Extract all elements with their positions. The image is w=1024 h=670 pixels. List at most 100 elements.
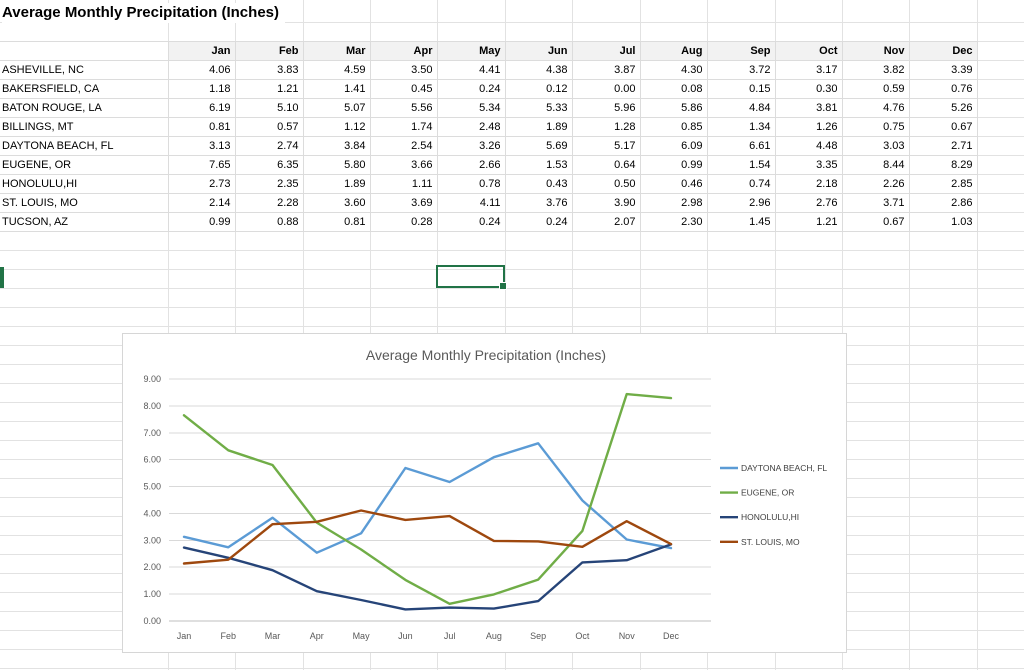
- value-cell[interactable]: 4.41: [436, 60, 506, 80]
- value-cell[interactable]: 0.85: [639, 117, 708, 137]
- value-cell[interactable]: 2.07: [571, 212, 641, 232]
- value-cell[interactable]: 1.12: [302, 117, 371, 137]
- value-cell[interactable]: 0.75: [841, 117, 910, 137]
- value-cell[interactable]: 0.99: [639, 155, 708, 175]
- value-cell[interactable]: 2.28: [234, 193, 304, 213]
- value-cell[interactable]: 0.64: [571, 155, 641, 175]
- value-cell[interactable]: 1.45: [706, 212, 776, 232]
- value-cell[interactable]: 0.74: [706, 174, 776, 194]
- city-name-cell[interactable]: TUCSON, AZ: [0, 212, 169, 232]
- value-cell[interactable]: 0.00: [571, 79, 641, 99]
- value-cell[interactable]: 0.46: [639, 174, 708, 194]
- value-cell[interactable]: 6.61: [706, 136, 776, 156]
- value-cell[interactable]: 2.98: [639, 193, 708, 213]
- value-cell[interactable]: 4.59: [302, 60, 371, 80]
- value-cell[interactable]: 0.67: [841, 212, 910, 232]
- value-cell[interactable]: 0.45: [369, 79, 438, 99]
- value-cell[interactable]: 2.73: [167, 174, 236, 194]
- value-cell[interactable]: 2.54: [369, 136, 438, 156]
- value-cell[interactable]: 1.53: [504, 155, 573, 175]
- value-cell[interactable]: 0.50: [571, 174, 641, 194]
- value-cell[interactable]: 6.09: [639, 136, 708, 156]
- value-cell[interactable]: 3.69: [369, 193, 438, 213]
- value-cell[interactable]: 0.24: [436, 79, 506, 99]
- value-cell[interactable]: 1.41: [302, 79, 371, 99]
- value-cell[interactable]: 3.81: [774, 98, 843, 118]
- value-cell[interactable]: 3.03: [841, 136, 910, 156]
- city-name-cell[interactable]: ST. LOUIS, MO: [0, 193, 169, 213]
- value-cell[interactable]: 5.69: [504, 136, 573, 156]
- value-cell[interactable]: 0.78: [436, 174, 506, 194]
- value-cell[interactable]: 4.38: [504, 60, 573, 80]
- city-name-cell[interactable]: ASHEVILLE, NC: [0, 60, 169, 80]
- corner-cell[interactable]: [0, 41, 169, 61]
- value-cell[interactable]: 2.85: [908, 174, 978, 194]
- value-cell[interactable]: 3.17: [774, 60, 843, 80]
- value-cell[interactable]: 7.65: [167, 155, 236, 175]
- value-cell[interactable]: 6.35: [234, 155, 304, 175]
- value-cell[interactable]: 0.28: [369, 212, 438, 232]
- value-cell[interactable]: 3.13: [167, 136, 236, 156]
- value-cell[interactable]: 5.96: [571, 98, 641, 118]
- value-cell[interactable]: 0.81: [167, 117, 236, 137]
- value-cell[interactable]: 2.66: [436, 155, 506, 175]
- value-cell[interactable]: 4.11: [436, 193, 506, 213]
- value-cell[interactable]: 6.19: [167, 98, 236, 118]
- sheet-title-cell[interactable]: Average Monthly Precipitation (Inches): [2, 3, 285, 23]
- value-cell[interactable]: 5.26: [908, 98, 978, 118]
- city-name-cell[interactable]: BAKERSFIELD, CA: [0, 79, 169, 99]
- value-cell[interactable]: 5.07: [302, 98, 371, 118]
- value-cell[interactable]: 5.33: [504, 98, 573, 118]
- value-cell[interactable]: 0.30: [774, 79, 843, 99]
- city-name-cell[interactable]: HONOLULU,HI: [0, 174, 169, 194]
- value-cell[interactable]: 2.26: [841, 174, 910, 194]
- value-cell[interactable]: 2.48: [436, 117, 506, 137]
- value-cell[interactable]: 3.26: [436, 136, 506, 156]
- value-cell[interactable]: 2.30: [639, 212, 708, 232]
- month-column-header[interactable]: Aug: [639, 41, 708, 61]
- value-cell[interactable]: 4.48: [774, 136, 843, 156]
- value-cell[interactable]: 1.21: [774, 212, 843, 232]
- value-cell[interactable]: 1.28: [571, 117, 641, 137]
- month-column-header[interactable]: Dec: [908, 41, 978, 61]
- value-cell[interactable]: 0.59: [841, 79, 910, 99]
- selected-cell[interactable]: [436, 265, 507, 290]
- month-column-header[interactable]: May: [436, 41, 506, 61]
- value-cell[interactable]: 0.67: [908, 117, 978, 137]
- value-cell[interactable]: 4.76: [841, 98, 910, 118]
- value-cell[interactable]: 3.50: [369, 60, 438, 80]
- value-cell[interactable]: 1.11: [369, 174, 438, 194]
- value-cell[interactable]: 5.86: [639, 98, 708, 118]
- value-cell[interactable]: 1.21: [234, 79, 304, 99]
- value-cell[interactable]: 3.66: [369, 155, 438, 175]
- value-cell[interactable]: 0.15: [706, 79, 776, 99]
- value-cell[interactable]: 4.06: [167, 60, 236, 80]
- month-column-header[interactable]: Mar: [302, 41, 371, 61]
- value-cell[interactable]: 0.99: [167, 212, 236, 232]
- value-cell[interactable]: 2.18: [774, 174, 843, 194]
- value-cell[interactable]: 8.29: [908, 155, 978, 175]
- value-cell[interactable]: 3.39: [908, 60, 978, 80]
- value-cell[interactable]: 0.81: [302, 212, 371, 232]
- precipitation-table[interactable]: Jan Feb Mar Apr May Jun Jul Aug Sep Oct Nov Dec ASHE…: [0, 41, 978, 232]
- value-cell[interactable]: 1.89: [504, 117, 573, 137]
- month-column-header[interactable]: Jun: [504, 41, 573, 61]
- city-name-cell[interactable]: DAYTONA BEACH, FL: [0, 136, 169, 156]
- value-cell[interactable]: 3.90: [571, 193, 641, 213]
- value-cell[interactable]: 2.35: [234, 174, 304, 194]
- value-cell[interactable]: 1.34: [706, 117, 776, 137]
- value-cell[interactable]: 3.76: [504, 193, 573, 213]
- month-column-header[interactable]: Jan: [167, 41, 236, 61]
- fill-handle[interactable]: [499, 282, 507, 290]
- value-cell[interactable]: 4.30: [639, 60, 708, 80]
- value-cell[interactable]: 0.24: [436, 212, 506, 232]
- value-cell[interactable]: 1.74: [369, 117, 438, 137]
- value-cell[interactable]: 1.26: [774, 117, 843, 137]
- value-cell[interactable]: 5.34: [436, 98, 506, 118]
- value-cell[interactable]: 5.10: [234, 98, 304, 118]
- value-cell[interactable]: 2.74: [234, 136, 304, 156]
- month-column-header[interactable]: Sep: [706, 41, 776, 61]
- value-cell[interactable]: 2.96: [706, 193, 776, 213]
- value-cell[interactable]: 1.03: [908, 212, 978, 232]
- value-cell[interactable]: 3.82: [841, 60, 910, 80]
